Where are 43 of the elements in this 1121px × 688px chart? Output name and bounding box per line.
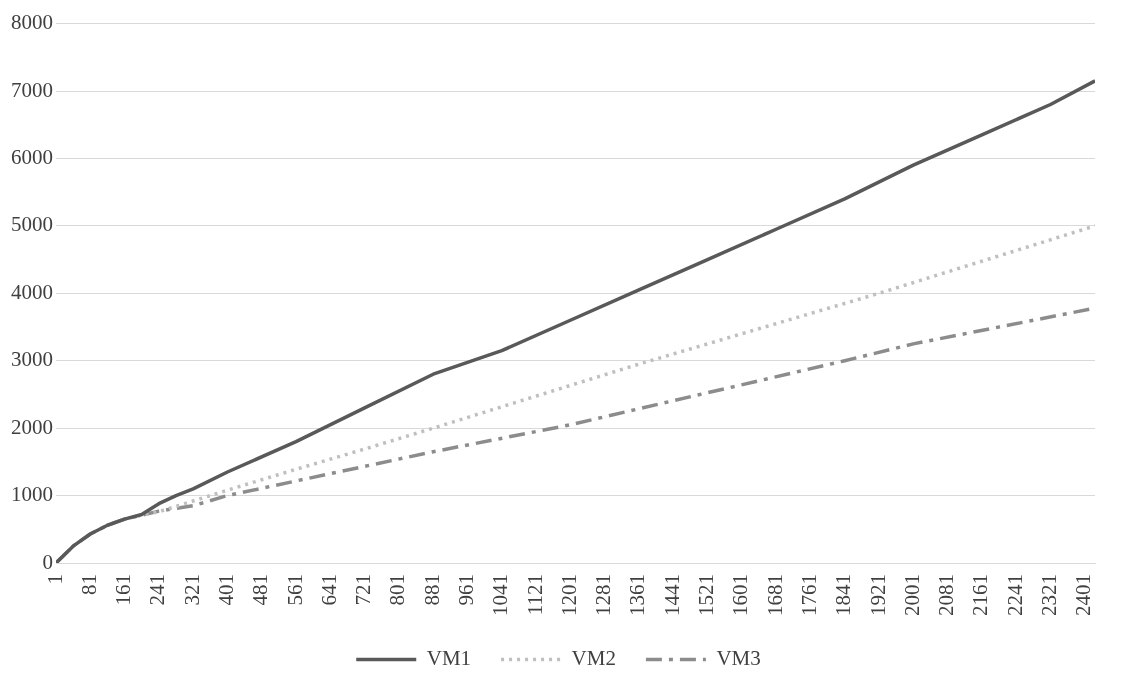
x-tick-label: 2161 (968, 574, 993, 616)
x-tick-label: 81 (76, 574, 101, 595)
x-tick-label: 1281 (591, 574, 616, 616)
y-tick-label: 1000 (11, 482, 53, 507)
y-tick-label: 4000 (11, 279, 53, 304)
x-tick-label: 1361 (625, 574, 650, 616)
x-tick-label: 1041 (488, 574, 513, 616)
x-tick-label: 2001 (899, 574, 924, 616)
x-tick-label: 1841 (831, 574, 856, 616)
x-tick-label: 561 (282, 574, 307, 606)
x-tick-label: 161 (111, 574, 136, 606)
y-tick-label: 6000 (11, 144, 53, 169)
x-tick-label: 721 (351, 574, 376, 606)
y-tick-label: 0 (42, 549, 53, 574)
x-tick-label: 1521 (694, 574, 719, 616)
x-tick-label: 1681 (762, 574, 787, 616)
legend-label: VM2 (571, 646, 616, 671)
y-tick-label: 7000 (11, 77, 53, 102)
x-tick-label: 1921 (865, 574, 890, 616)
x-tick-label: 641 (316, 574, 341, 606)
x-tick-label: 401 (213, 574, 238, 606)
y-tick-label: 5000 (11, 212, 53, 237)
x-tick-label: 1441 (659, 574, 684, 616)
x-tick-label: 801 (385, 574, 410, 606)
x-tick-label: 1201 (556, 574, 581, 616)
x-tick-label: 961 (454, 574, 479, 606)
x-tick-label: 1 (42, 574, 67, 585)
legend-label: VM1 (426, 646, 472, 671)
x-tick-label: 1121 (522, 574, 547, 616)
x-tick-label: 481 (248, 574, 273, 606)
x-tick-label: 1601 (728, 574, 753, 616)
x-tick-label: 1761 (796, 574, 821, 616)
y-tick-label: 2000 (11, 414, 53, 439)
x-tick-label: 241 (145, 574, 170, 606)
x-tick-label: 2241 (1002, 574, 1027, 616)
x-tick-label: 2081 (934, 574, 959, 616)
y-tick-label: 8000 (11, 10, 53, 35)
x-tick-label: 2401 (1071, 574, 1096, 616)
x-tick-label: 881 (419, 574, 444, 606)
legend-label: VM3 (716, 646, 761, 671)
y-tick-label: 3000 (11, 347, 53, 372)
x-tick-label: 2321 (1036, 574, 1061, 616)
x-tick-label: 321 (179, 574, 204, 606)
